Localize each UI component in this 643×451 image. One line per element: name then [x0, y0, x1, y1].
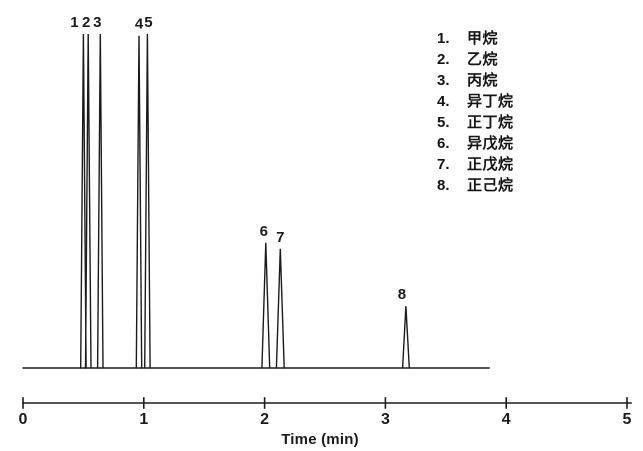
- legend-item-name: 丙烷: [467, 72, 499, 89]
- x-axis-tick-label-2: 2: [260, 411, 269, 428]
- peak-6-label: 6: [260, 223, 268, 240]
- legend-item-number: 8.: [437, 177, 450, 194]
- peak-4-trace: [135, 35, 143, 369]
- legend-item: 5. 正丁烷: [437, 112, 514, 133]
- legend-item-number: 7.: [437, 156, 450, 173]
- legend-item-number: 2.: [437, 51, 450, 68]
- peak-2-label: 2: [82, 14, 90, 31]
- legend-item-name: 乙烷: [467, 51, 499, 68]
- legend-item-number: 5.: [437, 114, 450, 131]
- x-axis-tick-label-0: 0: [19, 411, 28, 428]
- legend-item-name: 正戊烷: [467, 156, 514, 173]
- x-axis-tick-label-3: 3: [381, 411, 390, 428]
- legend-item-name: 异戊烷: [467, 135, 514, 152]
- peak-1-label: 1: [70, 14, 78, 31]
- x-axis-title: Time (min): [281, 431, 359, 448]
- peak-6-trace: [261, 242, 271, 369]
- legend-item-name: 异丁烷: [467, 93, 514, 110]
- legend-item-number: 6.: [437, 135, 450, 152]
- legend-item-name: 甲烷: [467, 30, 499, 47]
- peak-5-label: 5: [144, 14, 152, 31]
- peak-legend: 1. 甲烷 2. 乙烷 3. 丙烷 4. 异丁烷 5. 正丁烷 6. 异戊烷 7…: [437, 28, 514, 196]
- peak-1-trace: [80, 33, 87, 369]
- peak-5-trace: [144, 33, 151, 369]
- legend-item-name: 正丁烷: [467, 114, 514, 131]
- legend-item-number: 3.: [437, 72, 450, 89]
- peak-2-trace: [84, 33, 92, 369]
- legend-item: 4. 异丁烷: [437, 91, 514, 112]
- peak-7-trace: [275, 248, 285, 369]
- legend-item: 3. 丙烷: [437, 70, 514, 91]
- peak-8-trace: [401, 306, 410, 369]
- x-axis-tick-label-1: 1: [139, 411, 148, 428]
- peak-8-label: 8: [398, 286, 406, 303]
- x-axis-tick-label-5: 5: [623, 411, 632, 428]
- legend-item-number: 1.: [437, 30, 450, 47]
- legend-item: 8. 正己烷: [437, 175, 514, 196]
- peak-3-label: 3: [93, 14, 101, 31]
- legend-item: 1. 甲烷: [437, 28, 514, 49]
- legend-item: 6. 异戊烷: [437, 133, 514, 154]
- legend-item-name: 正己烷: [467, 177, 514, 194]
- peak-4-label: 4: [135, 16, 144, 33]
- legend-item-number: 4.: [437, 93, 450, 110]
- legend-item: 2. 乙烷: [437, 49, 514, 70]
- legend-item: 7. 正戊烷: [437, 154, 514, 175]
- peak-3-trace: [96, 33, 104, 369]
- peak-7-label: 7: [276, 229, 284, 246]
- x-axis-tick-label-4: 4: [502, 411, 511, 428]
